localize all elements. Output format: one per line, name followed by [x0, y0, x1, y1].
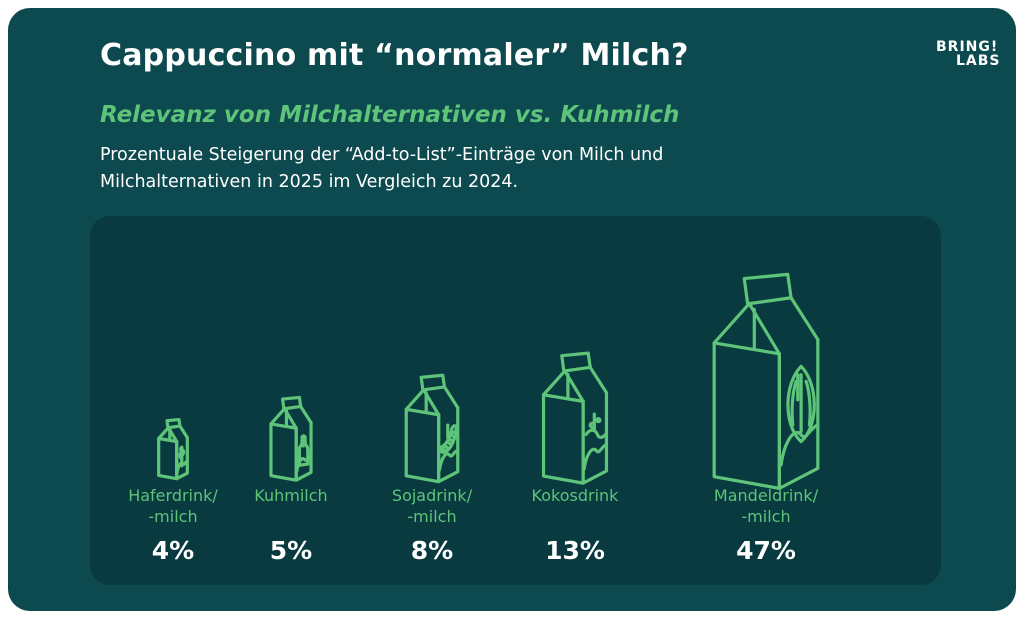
description: Prozentuale Steigerung der “Add-to-List”… [100, 145, 664, 192]
category-label: Mandeldrink/ -milch [713, 486, 819, 526]
value-label: 8% [410, 536, 454, 565]
carton-front [541, 393, 585, 485]
brand-logo: BRING! LABS [936, 40, 1006, 68]
carton-bar-2 [269, 395, 313, 482]
infographic-card: Cappuccino mit “normaler” Milch? BRING! … [8, 8, 1016, 611]
value-label: 47% [736, 536, 796, 565]
cow-milk-bottle-icon [297, 434, 310, 467]
carton-fin [419, 373, 447, 392]
category-label: Haferdrink/ -milch [128, 486, 218, 526]
carton-chart [157, 272, 820, 490]
category-label: Kokosdrink [531, 486, 619, 505]
carton-front [712, 341, 781, 490]
category-label: Sojadrink/ -milch [391, 486, 473, 526]
soybean-icon [438, 424, 458, 454]
carton-fin [280, 395, 303, 411]
carton-wave [582, 442, 609, 471]
carton-side [777, 337, 820, 490]
carton-bar-4 [541, 351, 609, 485]
oat-icon [178, 445, 186, 468]
carton-fin [742, 272, 793, 306]
carton-wave [779, 423, 820, 467]
carton-fin [165, 417, 182, 430]
carton-bar-5 [712, 272, 820, 490]
carton-front [404, 407, 441, 484]
page-title: Cappuccino mit “normaler” Milch? [100, 38, 689, 73]
carton-side [294, 421, 313, 482]
carton-side [437, 406, 460, 484]
carton-gable [712, 302, 781, 356]
subtitle: Relevanz von Milchalternativen vs. Kuhmi… [100, 102, 680, 128]
carton-front [157, 436, 179, 481]
carton-bar-1 [157, 417, 189, 481]
carton-side [175, 435, 189, 481]
carton-front [269, 422, 298, 482]
value-label: 13% [545, 536, 605, 565]
value-label: 5% [269, 536, 313, 565]
coconut-icon [584, 417, 609, 439]
carton-fin [560, 351, 592, 373]
almond-icon [786, 364, 816, 444]
logo-line-1: BRING! [936, 39, 999, 55]
logo-line-2: LABS [956, 53, 1001, 69]
category-label: Kuhmilch [254, 486, 328, 505]
carton-bar-3 [404, 373, 460, 484]
carton-wave [437, 448, 460, 472]
value-label: 4% [151, 536, 195, 565]
